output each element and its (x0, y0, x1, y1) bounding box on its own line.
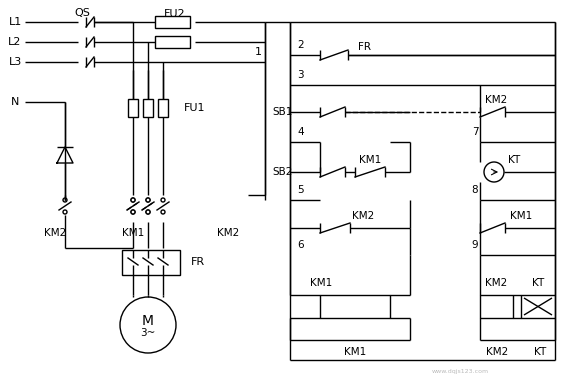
Bar (521, 295, 555, 318)
Text: KM2: KM2 (485, 95, 507, 105)
Text: FU2: FU2 (164, 9, 186, 19)
Text: 3~: 3~ (140, 328, 156, 338)
Text: KM1: KM1 (510, 211, 532, 221)
Text: KM1: KM1 (310, 278, 332, 288)
Text: 1: 1 (255, 47, 261, 57)
Text: M: M (142, 314, 154, 328)
Text: KM2: KM2 (217, 228, 239, 238)
Text: 5: 5 (297, 185, 303, 195)
Text: QS: QS (74, 8, 90, 18)
Text: www.dqjs123.com: www.dqjs123.com (431, 370, 488, 374)
Text: KM2: KM2 (486, 347, 508, 357)
Text: FR: FR (358, 42, 371, 52)
Text: 4: 4 (297, 127, 303, 137)
Text: KM1: KM1 (122, 228, 144, 238)
Text: KM1: KM1 (344, 347, 366, 357)
Text: KT: KT (532, 278, 544, 288)
Circle shape (484, 162, 504, 182)
Text: KM2: KM2 (352, 211, 374, 221)
Text: 9: 9 (471, 240, 478, 250)
Text: L2: L2 (8, 37, 22, 47)
Text: 3: 3 (297, 70, 303, 80)
Bar (158, 99, 168, 117)
Circle shape (131, 198, 135, 202)
Bar (320, 295, 390, 318)
Text: 6: 6 (297, 240, 303, 250)
Text: FR: FR (191, 257, 205, 267)
Text: SB2: SB2 (273, 167, 293, 177)
Circle shape (63, 198, 67, 202)
Bar (155, 16, 190, 28)
Bar (128, 99, 138, 117)
Circle shape (131, 210, 135, 214)
Text: 8: 8 (471, 185, 478, 195)
Bar (122, 250, 180, 275)
Text: L3: L3 (8, 57, 22, 67)
Text: KM2: KM2 (485, 278, 507, 288)
Circle shape (120, 297, 176, 353)
Text: KM2: KM2 (44, 228, 66, 238)
Circle shape (131, 210, 135, 214)
Text: KT: KT (508, 155, 520, 165)
Circle shape (146, 210, 150, 214)
Circle shape (63, 210, 67, 214)
Text: FU1: FU1 (185, 103, 206, 113)
Circle shape (146, 198, 150, 202)
Bar (480, 295, 513, 318)
Text: 2: 2 (297, 40, 303, 50)
Text: SB1: SB1 (273, 107, 293, 117)
Text: KM1: KM1 (359, 155, 381, 165)
Bar (143, 99, 153, 117)
Circle shape (161, 198, 165, 202)
Bar (155, 36, 190, 48)
Circle shape (146, 198, 150, 202)
Circle shape (131, 198, 135, 202)
Text: L1: L1 (8, 17, 22, 27)
Text: KT: KT (534, 347, 546, 357)
Text: N: N (11, 97, 19, 107)
Circle shape (161, 210, 165, 214)
Text: 7: 7 (471, 127, 478, 137)
Circle shape (146, 210, 150, 214)
